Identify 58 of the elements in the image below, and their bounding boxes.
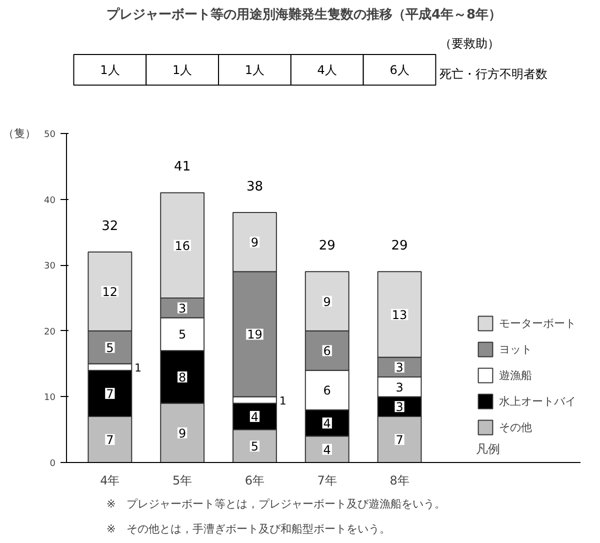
y-tick-label: 50 [44,130,56,140]
data-label: 13 [392,308,408,322]
data-label: 3 [178,301,186,316]
x-tick-label: 5年 [172,474,192,488]
legend-label: モーターボート [499,316,576,330]
data-label: 9 [250,236,259,250]
data-label: 7 [106,386,114,401]
data-label: 16 [174,238,190,253]
data-label: 4 [323,416,331,431]
data-label: 1 [279,394,286,408]
x-tick-label: 6年 [244,474,265,488]
data-label: 19 [247,328,262,342]
y-axis-title: （隻） [3,127,36,140]
text: 6人 [390,62,410,77]
total-label: 29 [391,238,408,254]
legend-label: 水上オートバイ [499,394,576,408]
x-tick-label: 4年 [100,474,120,488]
total-label: 32 [102,218,118,234]
data-label: 7 [106,432,114,447]
data-label: 3 [396,400,404,414]
total-label: 41 [174,160,191,175]
data-label: 4 [323,442,331,457]
data-label: 3 [396,380,404,394]
text: ※ プレジャーボート等とは，プレジャーボート及び遊漁船をいう。 [106,498,446,510]
text: （要救助） [439,36,500,51]
legend-title: 凡例 [476,441,501,458]
text: 死亡・行方不明者数 [439,67,548,82]
y-tick-label: 40 [44,196,56,206]
legend-label: その他 [499,420,532,434]
data-label: 9 [323,294,331,309]
text: 4人 [317,62,337,77]
data-label: 5 [106,340,114,355]
data-label: 6 [323,384,331,398]
y-tick-label: 30 [44,262,56,272]
text: ※ その他とは，手漕ぎボート及び和船型ボートをいう。 [106,522,391,536]
data-label: 7 [396,432,404,447]
data-label: 4 [250,410,259,424]
y-tick-label: 0 [50,459,56,469]
legend-label: 遊漁船 [499,368,532,382]
chart-title: プレジャーボート等の用途別海難発生隻数の推移（平成4年～8年） [106,6,502,22]
text: 1人 [244,62,265,77]
legend-label: ヨット [499,342,532,356]
data-label: 9 [178,426,186,440]
text: 1人 [172,62,192,77]
data-label: 1 [134,362,142,375]
data-label: 12 [102,284,118,299]
data-label: 6 [323,344,331,358]
text: 1人 [100,62,120,77]
data-label: 5 [250,440,259,454]
data-label: 8 [178,370,186,384]
data-label: 5 [178,328,186,342]
total-label: 29 [318,238,336,254]
x-tick-label: 7年 [317,474,337,488]
y-tick-label: 10 [44,393,56,404]
data-label: 3 [396,360,404,375]
x-tick-label: 8年 [390,474,410,488]
total-label: 38 [246,179,263,194]
y-tick-label: 20 [44,327,56,338]
